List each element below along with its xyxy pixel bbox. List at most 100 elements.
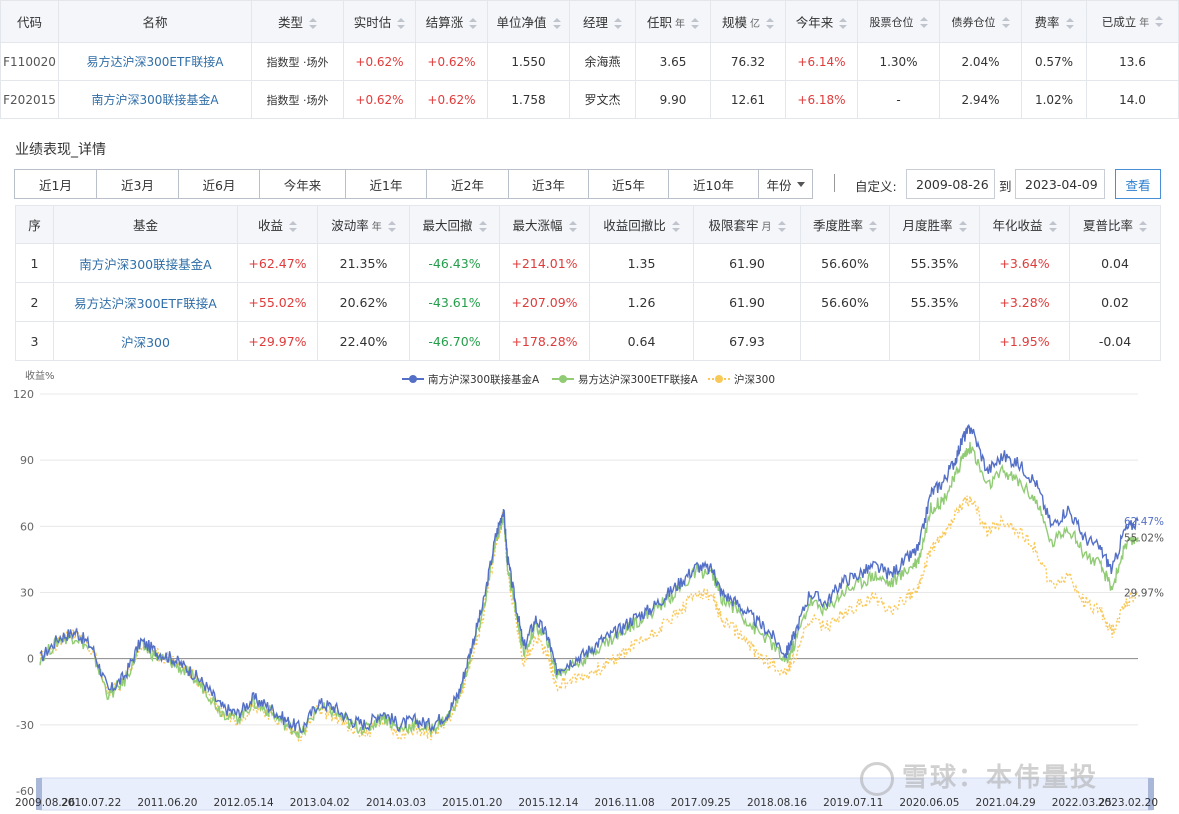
legend-marker-2[interactable] [559, 375, 567, 383]
sort-icon[interactable] [1001, 16, 1010, 29]
x-tick-label: 2019.07.11 [823, 797, 883, 809]
fund-name-link[interactable]: 南方沪深300联接基金A [58, 80, 252, 119]
sort-icon[interactable] [387, 220, 396, 233]
x-tick-label: 2009.08.26 [15, 797, 75, 809]
col-annual[interactable]: 年化收益 [979, 205, 1070, 244]
sort-icon[interactable] [766, 17, 774, 30]
fund-tenure: 9.90 [635, 80, 711, 119]
q-win [800, 321, 890, 361]
sort-icon[interactable] [671, 220, 680, 233]
series-line-2[interactable] [39, 441, 1139, 739]
col-fee[interactable]: 费率 [1021, 0, 1087, 43]
custom-label: 自定义: [855, 179, 897, 194]
legend-marker-3[interactable] [715, 375, 723, 383]
sort-icon[interactable] [919, 16, 928, 29]
fund-name-link[interactable]: 易方达沪深300ETF联接A [53, 282, 238, 322]
sort-icon[interactable] [1048, 220, 1057, 233]
col-max-gain[interactable]: 最大涨幅 [499, 205, 590, 244]
sort-icon[interactable] [777, 220, 786, 233]
col-ratio[interactable]: 收益回撤比 [589, 205, 694, 244]
col-stock[interactable]: 股票仓位 [857, 0, 940, 43]
col-trap[interactable]: 极限套牢月 [693, 205, 801, 244]
period-ytd[interactable]: 今年来 [259, 169, 346, 199]
period-1m[interactable]: 近1月 [14, 169, 97, 199]
sort-icon[interactable] [478, 220, 487, 233]
fund-name-link[interactable]: 沪深300 [53, 321, 238, 361]
col-return[interactable]: 收益 [237, 205, 318, 244]
col-bond[interactable]: 债券仓位 [939, 0, 1022, 43]
period-1y[interactable]: 近1年 [345, 169, 427, 199]
series-line-3[interactable] [39, 495, 1139, 743]
col-m-win[interactable]: 月度胜率 [889, 205, 980, 244]
sharpe: 0.04 [1069, 243, 1161, 283]
sort-icon[interactable] [839, 17, 848, 30]
sort-icon[interactable] [1065, 17, 1074, 30]
col-code[interactable]: 代码 [0, 0, 59, 43]
col-settle[interactable]: 结算涨 [415, 0, 488, 43]
col-tenure[interactable]: 任职年 [635, 0, 711, 43]
sort-icon[interactable] [614, 17, 622, 30]
sort-icon[interactable] [469, 17, 478, 30]
col-established[interactable]: 已成立年 [1086, 0, 1179, 43]
period-5y[interactable]: 近5年 [588, 169, 669, 199]
fund-manager[interactable]: 罗文杰 [569, 80, 636, 119]
x-tick-label: 2021.04.29 [976, 797, 1036, 809]
col-name[interactable]: 名称 [58, 0, 252, 43]
annual: +1.95% [979, 321, 1070, 361]
col-max-drawdown[interactable]: 最大回撤 [409, 205, 500, 244]
end-date-input[interactable] [1015, 169, 1105, 199]
y-tick-label: -30 [16, 719, 34, 732]
col-fund: 基金 [53, 205, 238, 244]
performance-table: 序 基金 收益 波动率年 最大回撤 最大涨幅 收益回撤比 极限套牢月 季度胜率 … [15, 205, 1161, 361]
sort-icon[interactable] [568, 220, 577, 233]
col-nav[interactable]: 单位净值 [487, 0, 570, 43]
col-q-win[interactable]: 季度胜率 [800, 205, 890, 244]
fund-name-link[interactable]: 易方达沪深300ETF联接A [58, 42, 252, 81]
period-10y[interactable]: 近10年 [668, 169, 759, 199]
series-line-1[interactable] [39, 423, 1139, 734]
y-axis-label: 收益% [25, 369, 55, 382]
y-tick-label: -60 [16, 785, 34, 798]
sort-icon[interactable] [958, 220, 967, 233]
legend-marker-1[interactable] [409, 375, 417, 383]
zoom-handle-left[interactable] [36, 778, 42, 810]
fund-manager[interactable]: 余海燕 [569, 42, 636, 81]
legend-label-3: 沪深300 [734, 373, 775, 386]
col-type[interactable]: 类型 [251, 0, 344, 43]
x-tick-label: 2013.04.02 [290, 797, 350, 809]
col-est[interactable]: 实时估 [343, 0, 416, 43]
period-2y[interactable]: 近2年 [426, 169, 509, 199]
period-6m[interactable]: 近6月 [178, 169, 260, 199]
col-manager[interactable]: 经理 [569, 0, 636, 43]
sort-icon[interactable] [552, 17, 561, 30]
start-date-input[interactable] [906, 169, 995, 199]
sort-icon[interactable] [289, 220, 297, 233]
m-win: 55.35% [889, 243, 980, 283]
fund-name-link[interactable]: 南方沪深300联接基金A [53, 243, 238, 283]
period-3y[interactable]: 近3年 [508, 169, 589, 199]
period-year-dropdown[interactable]: 年份 [758, 169, 813, 199]
sort-icon[interactable] [309, 17, 317, 30]
return: +29.97% [237, 321, 318, 361]
x-tick-label: 2022.03.25 [1052, 797, 1112, 809]
sort-icon[interactable] [397, 17, 406, 30]
y-tick-label: 120 [13, 388, 34, 401]
x-tick-label: 2018.08.16 [747, 797, 807, 809]
col-sharpe[interactable]: 夏普比率 [1069, 205, 1161, 244]
period-3m[interactable]: 近3月 [96, 169, 179, 199]
col-volatility[interactable]: 波动率年 [317, 205, 410, 244]
col-scale[interactable]: 规模亿 [710, 0, 786, 43]
zoom-slider[interactable] [39, 777, 1153, 811]
query-button[interactable]: 查看 [1115, 169, 1161, 199]
sort-icon[interactable] [1155, 16, 1164, 28]
sort-icon[interactable] [1139, 220, 1147, 233]
fund-type: 指数型 ·场外 [251, 42, 344, 81]
return: +55.02% [237, 282, 318, 322]
zoom-handle-right[interactable] [1148, 778, 1154, 810]
col-ytd[interactable]: 今年来 [785, 0, 858, 43]
sort-icon[interactable] [691, 17, 699, 30]
performance-header: 序 基金 收益 波动率年 最大回撤 最大涨幅 收益回撤比 极限套牢月 季度胜率 … [15, 205, 1161, 244]
sort-icon[interactable] [869, 220, 877, 233]
max-drawdown: -43.61% [409, 282, 500, 322]
